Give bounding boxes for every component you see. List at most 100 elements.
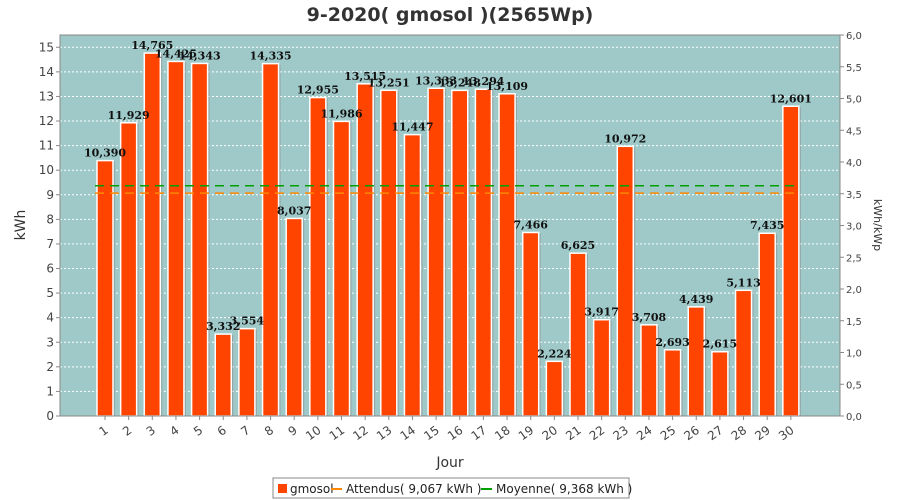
x-tick-label-13: 13 [374,423,395,443]
data-label-13: 13,251 [368,76,410,89]
x-axis-title: Jour [435,455,464,471]
grid-lines [60,46,840,392]
y2-tick-label-4: 2,0 [846,285,862,296]
x-tick-label-2: 2 [120,423,134,439]
y2-tick-label-2: 1,0 [846,349,862,360]
x-tick-label-18: 18 [492,423,513,443]
x-tick-label-10: 10 [303,423,324,443]
x-tick-label-25: 25 [658,423,679,443]
x-tick-label-24: 24 [634,423,655,443]
x-tick-label-3: 3 [144,423,158,439]
legend-label-gmosol: gmosol [290,482,334,496]
x-tick-label-12: 12 [350,423,371,443]
y2-tick-label-11: 5,5 [846,63,862,74]
data-label-7: 3,554 [230,315,265,328]
y2-tick-label-6: 3,0 [846,222,862,233]
y-tick-label-15: 15 [39,40,54,54]
data-label-23: 10,972 [604,132,646,145]
legend-label-attendus: Attendus( 9,067 kWh ) [346,482,481,496]
x-tick-label-22: 22 [587,423,608,443]
chart-title: 9-2020( gmosol )(2565Wp) [307,4,594,26]
data-label-10: 12,955 [297,84,339,97]
y2-tick-label-12: 6,0 [846,31,862,42]
bar-1 [96,159,114,417]
bar-25 [663,349,682,417]
y2-axis-title: kWh/kWp [871,199,884,251]
data-label-19: 7,466 [513,218,548,231]
bar-28 [734,289,753,417]
y-axis-title: kWh [13,210,29,241]
x-tick-label-21: 21 [563,423,584,443]
data-label-22: 3,917 [584,306,618,319]
y-tick-label-13: 13 [39,89,54,103]
data-label-3: 14,765 [131,39,173,52]
x-tick-label-6: 6 [215,423,229,439]
bar-16 [451,89,469,417]
data-label-14: 11,447 [391,121,433,134]
bar-30 [782,105,800,417]
bar-6 [214,333,232,417]
y-tick-label-4: 4 [46,311,54,325]
bar-18 [498,93,516,417]
data-label-6: 3,332 [206,320,240,333]
data-label-15: 13,333 [415,74,457,87]
y2-tick-label-9: 4,5 [846,126,862,137]
x-tick-label-16: 16 [445,423,466,443]
bar-15 [427,87,445,417]
data-label-26: 4,439 [679,293,713,306]
x-tick-label-28: 28 [729,423,750,443]
legend-box [272,477,630,499]
bar-12 [356,83,374,417]
data-label-9: 8,037 [277,204,311,217]
y2-tick-label-5: 2,5 [846,253,862,264]
x-tick-label-14: 14 [398,423,419,443]
y-tick-label-3: 3 [46,335,54,349]
bar-3 [143,52,162,417]
x-axis: 1 2 3 4 5 6 7 8 9 10 11 12 13 14 15 16 17 18 19 20 21 22 23 24 2… [60,415,840,443]
y-tick-label-1: 1 [46,384,54,398]
bar-13 [380,89,398,417]
legend: gmosol Attendus( 9,067 kWh ) Moyenne( 9,… [272,477,632,499]
bar-14 [403,133,422,417]
bar-29 [758,232,776,417]
bar-17 [474,88,493,417]
x-tick-label-9: 9 [286,423,300,439]
y2-tick-label-1: 0,5 [846,380,862,391]
data-label-4: 14,425 [155,47,197,60]
reference-lines [95,184,800,194]
data-label-1: 10,390 [84,147,126,160]
bar-8 [261,62,280,417]
bar-21 [569,252,587,417]
x-tick-label-30: 30 [776,423,797,443]
y2-tick-label-10: 5,0 [846,95,862,106]
x-tick-label-4: 4 [167,423,181,439]
x-tick-label-23: 23 [610,423,631,443]
bar-9 [285,217,303,417]
y-tick-label-9: 9 [46,188,54,202]
x-tick-label-8: 8 [262,423,276,439]
y-axis-right: 0,0 0,5 1,0 1,5 2,0 2,5 3,0 3,5 4,0 4,5 5,0 5,5 6,0 [839,31,862,423]
plot-area [59,34,841,417]
data-label-8: 14,335 [249,50,291,63]
x-tick-label-27: 27 [705,423,726,443]
legend-label-moyenne: Moyenne( 9,368 kWh ) [496,482,632,496]
data-label-17: 13,294 [462,75,504,88]
bar-5 [190,62,209,417]
y2-tick-label-7: 3,5 [846,190,862,201]
data-label-18: 13,109 [486,80,528,93]
y2-tick-label-3: 1,5 [846,317,862,328]
legend-swatch-gmosol [278,484,287,493]
y-tick-label-14: 14 [39,65,54,79]
y-tick-label-6: 6 [46,262,54,276]
bar-7 [238,327,256,417]
y-tick-label-10: 10 [39,163,54,177]
x-tick-label-5: 5 [191,423,205,439]
x-tick-label-17: 17 [469,423,490,443]
bar-4 [167,60,185,417]
bar-20 [545,360,564,417]
data-label-2: 11,929 [108,109,150,122]
y-tick-label-0: 0 [46,409,54,423]
